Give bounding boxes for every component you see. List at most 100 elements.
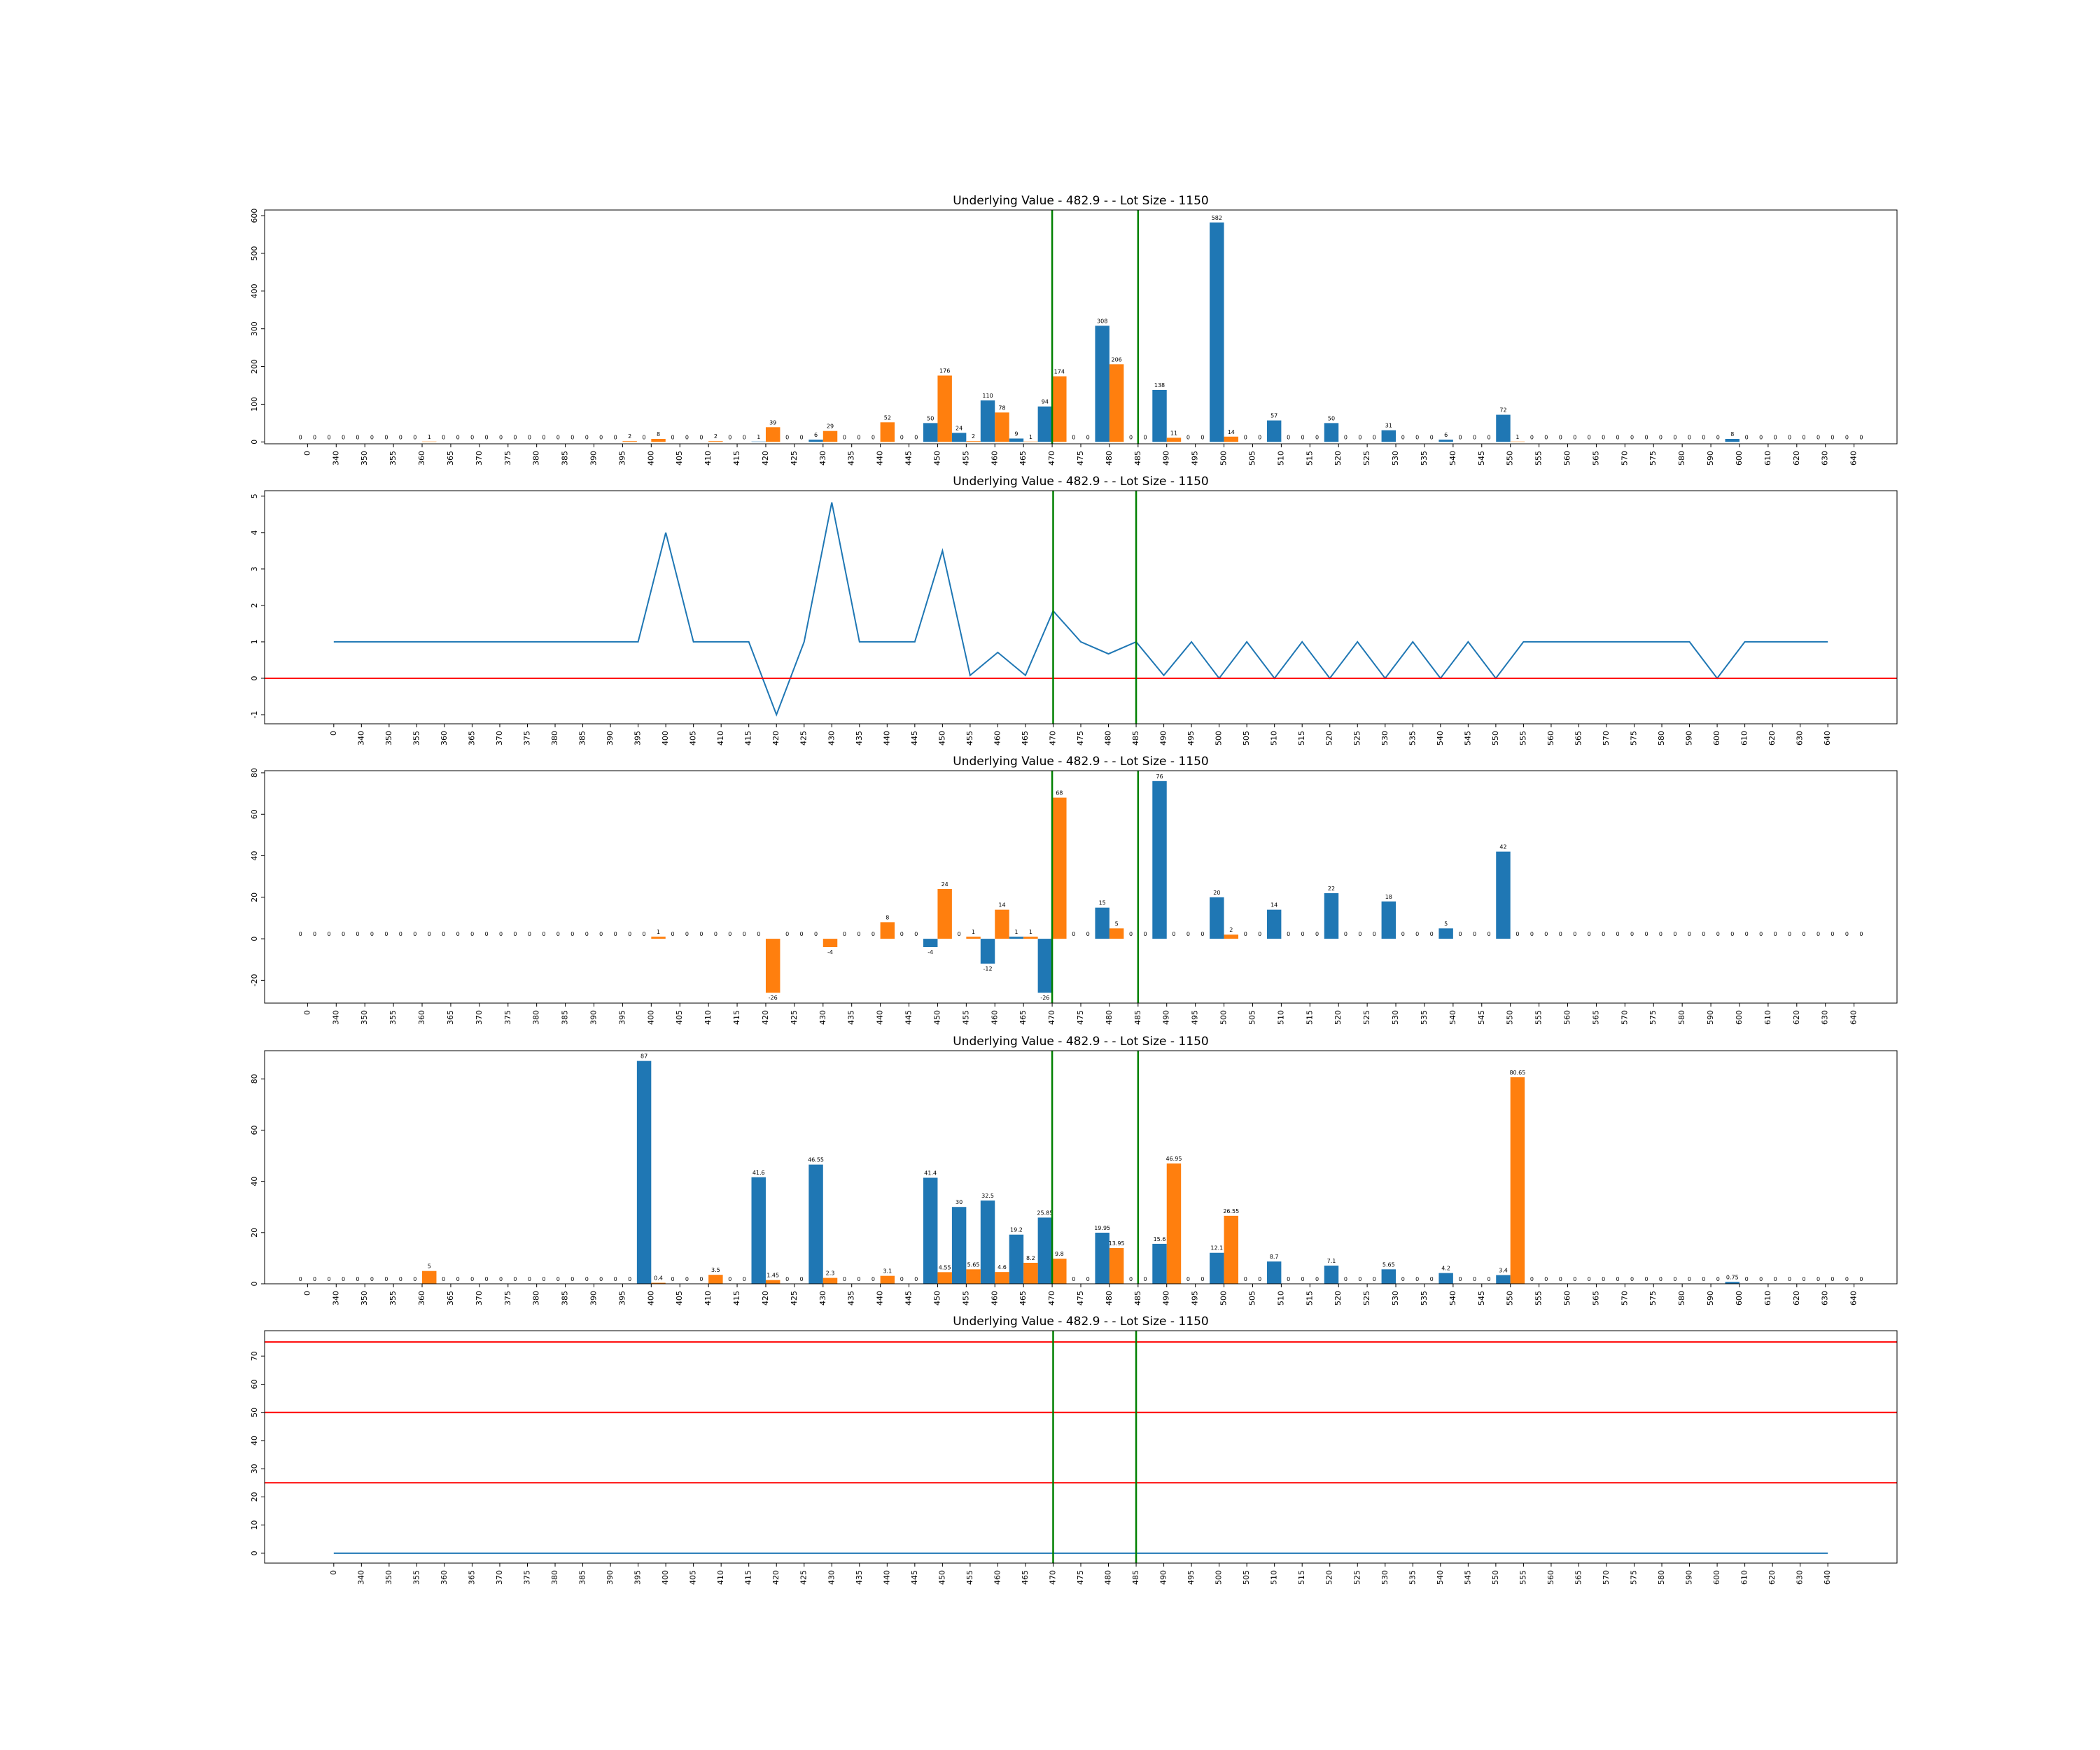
bar-value-label: 0 bbox=[399, 434, 402, 440]
bar-value-label: 0 bbox=[1172, 931, 1175, 937]
x-tick-label: 465 bbox=[1021, 1570, 1030, 1585]
x-tick-label: 630 bbox=[1795, 1570, 1805, 1585]
x-tick-label: 440 bbox=[876, 451, 885, 465]
bar-value-label: 0 bbox=[370, 1276, 374, 1282]
bar-value-label: 0 bbox=[1530, 434, 1534, 440]
x-tick-label: 570 bbox=[1620, 451, 1629, 465]
bar-value-label: 0 bbox=[1315, 931, 1319, 937]
x-tick-label: 640 bbox=[1849, 1010, 1858, 1025]
bar-value-label: 0 bbox=[643, 931, 646, 937]
bar-value-label: 0 bbox=[356, 434, 359, 440]
bar-value-label: 0 bbox=[1759, 931, 1763, 937]
x-tick-label: 480 bbox=[1104, 1570, 1113, 1585]
bar-value-label: 0 bbox=[1301, 1276, 1305, 1282]
bar-value-label: 18 bbox=[1385, 894, 1392, 900]
y-tick-label: 20 bbox=[250, 892, 259, 902]
bar-value-label: 0 bbox=[1430, 1276, 1434, 1282]
x-tick-label: 400 bbox=[646, 1291, 655, 1306]
bar bbox=[1224, 1215, 1239, 1284]
x-tick-label: 520 bbox=[1325, 1570, 1334, 1585]
x-tick-label: 400 bbox=[661, 1570, 670, 1585]
bar bbox=[1496, 414, 1511, 442]
bar-value-label: 8 bbox=[657, 431, 660, 438]
bar-value-label: 0 bbox=[1559, 931, 1562, 937]
x-tick-label: 470 bbox=[1047, 1010, 1056, 1025]
bar-value-label: 50 bbox=[927, 415, 934, 421]
x-tick-label: 360 bbox=[417, 1010, 426, 1025]
bar-value-label: 94 bbox=[1042, 399, 1049, 405]
bar-value-label: 0 bbox=[1774, 931, 1777, 937]
x-tick-label: 0 bbox=[329, 1570, 338, 1575]
bar-value-label: 0 bbox=[1301, 434, 1305, 440]
x-tick-label: 370 bbox=[495, 731, 504, 746]
x-tick-label: 565 bbox=[1574, 1570, 1583, 1585]
bar-value-label: 41.4 bbox=[924, 1170, 937, 1177]
chart-title: Underlying Value - 482.9 - - Lot Size - … bbox=[953, 475, 1208, 489]
x-tick-label: 370 bbox=[475, 1291, 484, 1306]
bar-value-label: 0 bbox=[356, 1276, 359, 1282]
bar-value-label: 1 bbox=[1029, 929, 1032, 935]
bar bbox=[951, 1207, 967, 1284]
x-tick-label: 385 bbox=[561, 1010, 570, 1025]
bar-value-label: 0 bbox=[1544, 931, 1548, 937]
x-tick-label: 465 bbox=[1021, 731, 1030, 746]
bar-value-label: 0 bbox=[599, 434, 603, 440]
bar-value-label: 0 bbox=[1745, 1276, 1749, 1282]
bar bbox=[1496, 1275, 1511, 1284]
bar-value-label: 0 bbox=[384, 1276, 388, 1282]
x-tick-label: 540 bbox=[1436, 731, 1445, 746]
bar-value-label: 0 bbox=[1315, 1276, 1319, 1282]
x-tick-label: 375 bbox=[522, 1570, 531, 1585]
y-tick-label: 2 bbox=[250, 603, 259, 608]
y-tick-label: 10 bbox=[250, 1520, 259, 1530]
x-tick-label: 495 bbox=[1191, 1291, 1200, 1306]
bar-value-label: 0 bbox=[556, 931, 560, 937]
bar-value-label: 0 bbox=[1415, 931, 1419, 937]
x-tick-label: 380 bbox=[532, 1010, 541, 1025]
bar bbox=[1210, 1252, 1224, 1284]
bar bbox=[1210, 897, 1224, 939]
bar-value-label: 5 bbox=[428, 1264, 431, 1270]
bar-value-label: 0 bbox=[1487, 434, 1490, 440]
bar-value-label: 8.7 bbox=[1270, 1254, 1279, 1260]
x-tick-label: 620 bbox=[1792, 1010, 1801, 1025]
bar-value-label: 5 bbox=[1115, 920, 1119, 927]
bar-value-label: 0 bbox=[1473, 434, 1476, 440]
bar-value-label: 1 bbox=[972, 929, 975, 935]
bar-value-label: 2 bbox=[714, 433, 718, 440]
axes-frame bbox=[264, 209, 1898, 444]
x-tick-label: 535 bbox=[1420, 1010, 1429, 1025]
bar-value-label: 0 bbox=[1830, 931, 1834, 937]
x-tick-label: 620 bbox=[1768, 731, 1777, 746]
bar-value-label: 46.55 bbox=[808, 1157, 824, 1163]
bar bbox=[765, 939, 780, 993]
x-tick-label: 580 bbox=[1657, 1570, 1666, 1585]
bar bbox=[980, 939, 995, 964]
bar-value-label: 7.1 bbox=[1327, 1258, 1336, 1264]
y-tick-label: 200 bbox=[250, 359, 259, 374]
x-tick-label: 575 bbox=[1630, 1570, 1639, 1585]
bar bbox=[995, 1272, 1009, 1284]
bar-value-label: 0 bbox=[857, 1276, 860, 1282]
bar-value-label: 0 bbox=[1830, 434, 1834, 440]
x-tick-label: 405 bbox=[689, 731, 698, 746]
bar bbox=[1052, 376, 1067, 442]
bar-value-label: 0 bbox=[1358, 1276, 1362, 1282]
bar bbox=[708, 441, 723, 442]
bar-value-label: 0 bbox=[1258, 1276, 1261, 1282]
x-tick-label: 350 bbox=[360, 1010, 369, 1025]
x-tick-label: 440 bbox=[876, 1010, 885, 1025]
x-tick-label: 570 bbox=[1620, 1291, 1629, 1306]
x-tick-label: 460 bbox=[993, 731, 1002, 746]
bar-value-label: 0 bbox=[1559, 1276, 1562, 1282]
bar-value-label: 0 bbox=[628, 1276, 631, 1282]
bar-value-label: 22 bbox=[1328, 886, 1335, 892]
bar-value-label: 8 bbox=[886, 914, 889, 920]
bar bbox=[951, 433, 967, 442]
x-tick-label: 470 bbox=[1048, 1570, 1057, 1585]
x-tick-label: 620 bbox=[1792, 451, 1801, 465]
x-tick-label: 455 bbox=[961, 1291, 970, 1306]
x-tick-label: 500 bbox=[1214, 1570, 1224, 1585]
x-tick-label: 425 bbox=[790, 1291, 799, 1306]
